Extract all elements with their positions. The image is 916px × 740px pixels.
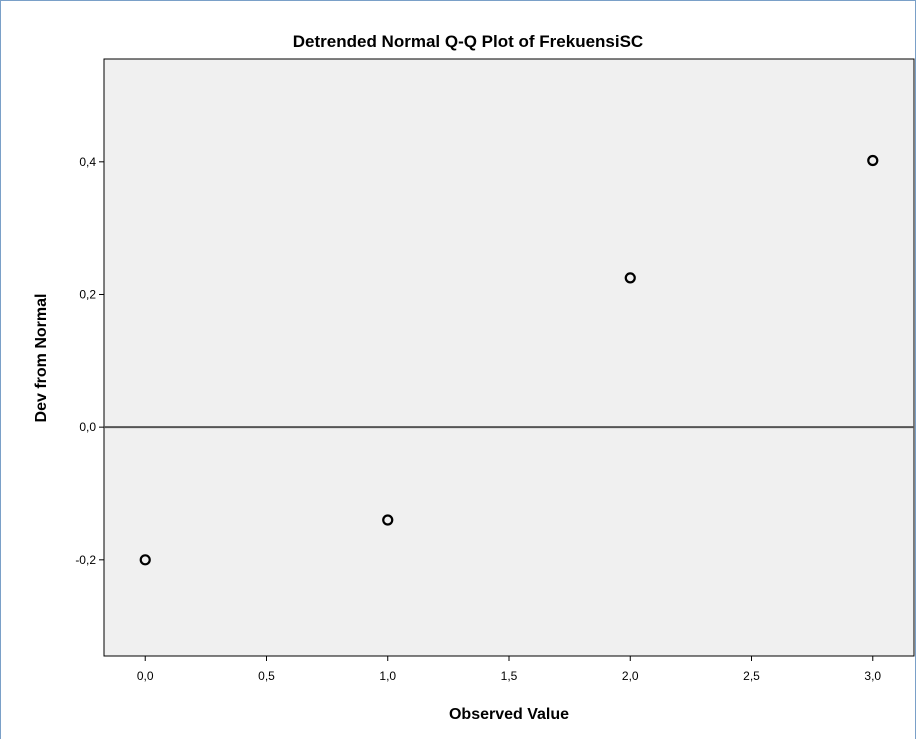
data-point [139,554,151,566]
x-tick-label: 1,0 [379,669,396,683]
x-tick-label: 0,5 [258,669,275,683]
x-tick-label: 1,5 [501,669,518,683]
data-point [624,272,636,284]
data-points [139,154,879,566]
data-point [382,514,394,526]
x-tick-label: 3,0 [864,669,881,683]
y-tick-label: -0,2 [75,553,96,567]
chart-title: Detrended Normal Q-Q Plot of FrekuensiSC [293,32,643,51]
x-axis-label: Observed Value [449,706,569,723]
y-tick-label: 0,4 [79,155,96,169]
x-tick-label: 2,5 [743,669,760,683]
data-point [867,154,879,167]
y-axis-label: Dev from Normal [33,294,50,423]
y-tick-label: 0,2 [79,287,96,301]
y-tick-label: 0,0 [79,420,96,434]
x-tick-label: 0,0 [137,669,154,683]
plot-area [103,58,915,657]
x-tick-label: 2,0 [622,669,639,683]
y-axis: -0,2 0,0 0,2 0,4 [75,155,104,567]
x-axis: 0,0 0,5 1,0 1,5 2,0 2,5 3,0 [137,656,881,683]
